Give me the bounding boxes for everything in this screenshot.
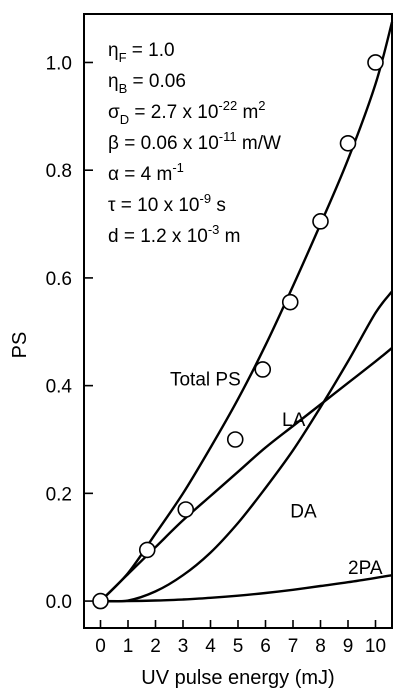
curve-2pa	[100, 574, 393, 603]
x-tick-label: 2	[150, 636, 161, 657]
curve-label: LA	[282, 410, 306, 431]
data-markers	[92, 54, 384, 610]
curve-labels: Total PS LA DA 2PA	[170, 370, 383, 580]
parameter-line: σD = 2.7 x 10-22 m2	[108, 98, 266, 127]
data-point	[226, 431, 244, 448]
parameter-line: d = 1.2 x 10-3 m	[108, 222, 241, 247]
parameter-line: α = 4 m-1	[108, 160, 184, 185]
data-point	[92, 592, 109, 610]
parameter-line: β = 0.06 x 10-11 m/W	[108, 129, 281, 154]
data-point	[312, 213, 329, 230]
x-tick-label: 1	[123, 636, 134, 657]
x-tick-label: 7	[288, 636, 299, 657]
y-tick-label: 0.2	[46, 484, 72, 505]
data-point	[177, 501, 195, 518]
data-point	[367, 54, 384, 71]
data-point	[281, 293, 299, 311]
x-tick-label: 8	[315, 636, 326, 657]
axis-ticks: 0 1 2 3 4 5 6 7 8 9 10 0.0 0.2 0.4 0.6 0.8 1.0	[46, 53, 386, 657]
y-tick-label: 0.8	[46, 161, 72, 182]
x-tick-label: 4	[205, 636, 216, 657]
y-tick-label: 1.0	[46, 53, 72, 74]
y-tick-label: 0.6	[46, 269, 72, 290]
parameter-line: τ = 10 x 10-9 s	[108, 191, 226, 216]
y-tick-label: 0.0	[46, 592, 72, 613]
x-tick-label: 5	[233, 636, 244, 657]
parameter-line: ηB = 0.06	[108, 71, 186, 96]
x-tick-label: 9	[343, 636, 354, 657]
curve-label: DA	[290, 502, 317, 523]
x-tick-label: 10	[365, 636, 386, 657]
curve-label: Total PS	[170, 370, 241, 391]
x-tick-label: 0	[95, 636, 106, 657]
data-point	[254, 361, 272, 378]
y-tick-label: 0.4	[46, 377, 73, 398]
x-tick-label: 6	[260, 636, 271, 657]
curve-da	[100, 290, 393, 603]
curve-label: 2PA	[348, 558, 383, 579]
data-point	[339, 134, 357, 152]
parameter-line: ηF = 1.0	[108, 40, 175, 65]
data-point	[138, 541, 156, 559]
y-axis-title: PS	[9, 332, 31, 359]
x-tick-label: 3	[178, 636, 189, 657]
x-axis-title: UV pulse energy (mJ)	[141, 667, 334, 689]
